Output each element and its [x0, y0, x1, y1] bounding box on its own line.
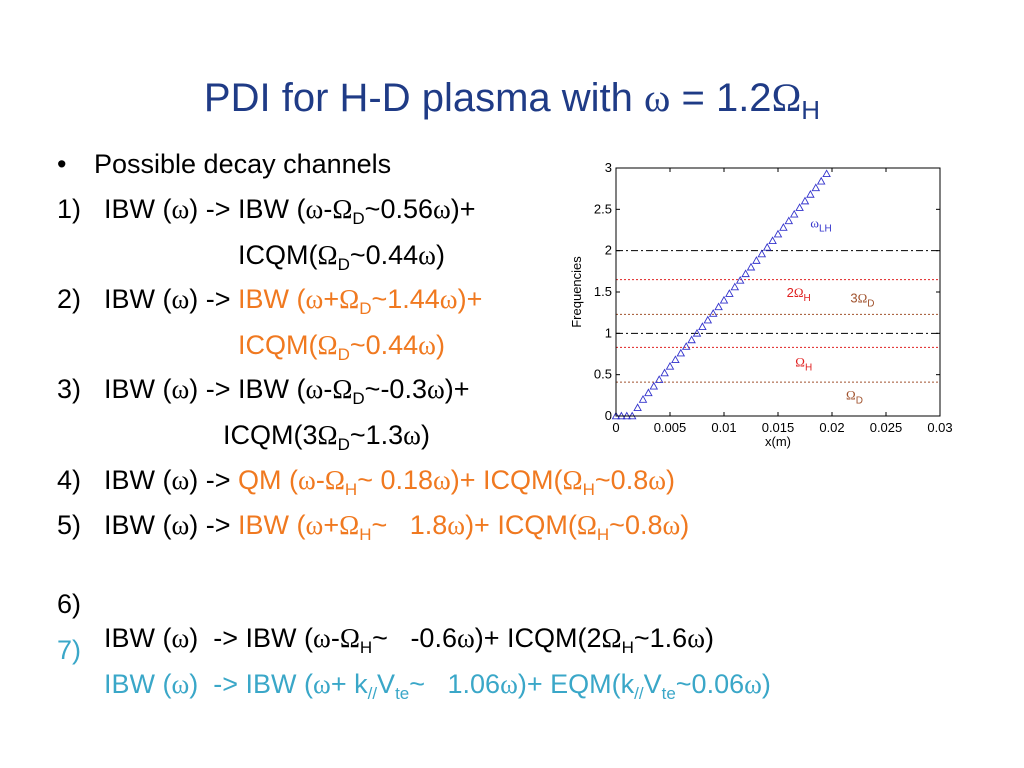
- chart-ticks: 0 0.005 0.01 0.015 0.02 0.025 0.03 0 0.5 1 1.5 2 2.5…: [594, 160, 953, 435]
- data-point: [644, 388, 653, 397]
- item-number: 6): [57, 589, 82, 619]
- y-axis-label: Frequencies: [569, 256, 584, 328]
- data-point: [811, 183, 821, 192]
- data-point: [671, 355, 680, 364]
- data-point: [708, 309, 718, 317]
- data-point: [660, 368, 669, 377]
- item-number: 4): [57, 465, 82, 495]
- channel-3-cont: ICQM(3ΩD~1.3ω): [223, 420, 430, 454]
- x-tick-label: 0.015: [762, 420, 795, 435]
- frequency-chart: 0 0.005 0.01 0.015 0.02 0.025 0.03 0 0.5 1 1.5 2 2.5…: [569, 160, 953, 449]
- x-tick-label: 0.005: [654, 420, 687, 435]
- item-number: 2): [57, 284, 82, 314]
- data-point: [822, 169, 831, 178]
- title-text: PDI for H-D plasma with: [203, 76, 645, 120]
- curve-label: 3ΩD: [850, 291, 874, 310]
- data-point: [816, 176, 826, 185]
- data-point: [654, 375, 664, 383]
- item-text: IBW (ω) -> IBW (ω+ k//Vte~ 1.06ω)+ EQM(k…: [104, 669, 771, 703]
- data-point: [741, 269, 750, 278]
- data-point: [665, 361, 675, 370]
- item-number: 1): [57, 194, 82, 224]
- data-point: [698, 322, 707, 330]
- slide-title: PDI for H-D plasma with ω = 1.2ΩH: [0, 70, 1024, 138]
- data-point: [779, 223, 788, 231]
- curve-label: ΩD: [846, 387, 863, 406]
- chart-annotations: ωLH 2ΩH 3ΩD ΩH ΩD: [787, 216, 875, 407]
- data-point: [735, 276, 745, 284]
- x-tick-label: 0.01: [711, 420, 736, 435]
- data-point: [795, 203, 804, 211]
- item-text: IBW (ω) -> QM (ω-ΩH~ 0.18ω)+ ICQM(ΩH~0.8…: [104, 465, 675, 499]
- Omega-symbol: Ω: [771, 75, 802, 120]
- data-point: [789, 209, 799, 218]
- data-point: [687, 335, 696, 344]
- item-number: 3): [57, 374, 82, 404]
- curve-label: ωLH: [810, 216, 831, 235]
- data-point: [638, 395, 648, 403]
- bullet-text: Possible decay channels: [94, 149, 392, 179]
- data-point: [773, 229, 783, 238]
- curve-label: 2ΩH: [787, 285, 811, 304]
- data-point: [762, 242, 772, 251]
- data-point: [752, 256, 761, 264]
- x-tick-label: 0: [612, 420, 619, 435]
- x-tick-label: 0.02: [819, 420, 844, 435]
- x-tick-label: 0.025: [870, 420, 903, 435]
- data-point: [714, 302, 723, 311]
- y-tick-label: 2: [605, 243, 612, 258]
- channel-7: 7) IBW (ω) -> IBW (ω+ k//Vte~ 1.06ω)+ EQ…: [0, 599, 771, 702]
- data-point: [725, 289, 734, 297]
- data-point: [676, 348, 686, 357]
- item-number: 5): [57, 510, 82, 540]
- data-point: [633, 403, 642, 411]
- omega-symbol: ω: [644, 75, 671, 120]
- y-tick-label: 1.5: [594, 284, 612, 299]
- data-point: [730, 282, 740, 291]
- data-point: [757, 249, 767, 258]
- title-subscript: H: [801, 95, 821, 125]
- item-text: IBW (ω) -> IBW (ω-ΩD~0.56ω)+: [104, 194, 476, 228]
- data-point: [800, 196, 810, 205]
- channel-6: 6) IBW (ω) -> IBW (ω-ΩH~ -0.6ω)+ ICQM(2Ω…: [0, 553, 714, 656]
- data-point: [681, 342, 691, 350]
- chart-grid-lines: [616, 250, 940, 383]
- data-point: [746, 262, 756, 271]
- channel-1-cont: ICQM(ΩD~0.44ω): [238, 240, 445, 274]
- x-axis-label: x(m): [765, 434, 791, 449]
- channel-2-cont: ICQM(ΩD~0.44ω): [238, 330, 445, 364]
- item-text: IBW (ω) -> IBW (ω-ΩD~-0.3ω)+: [104, 374, 470, 408]
- item-text: IBW (ω) -> IBW (ω+ΩH~ 1.8ω)+ ICQM(ΩH~0.8…: [104, 510, 690, 544]
- data-point: [806, 190, 815, 198]
- data-point: [703, 315, 713, 324]
- y-tick-label: 3: [605, 160, 612, 175]
- bullet-mark: •: [57, 149, 67, 179]
- item-text: IBW (ω) -> IBW (ω+ΩD~1.44ω)+: [104, 284, 483, 318]
- data-point: [768, 236, 777, 244]
- curve-label: ΩH: [795, 354, 812, 373]
- y-tick-label: 0: [605, 408, 612, 423]
- x-tick-label: 0.03: [927, 420, 952, 435]
- item-text: IBW (ω) -> IBW (ω-ΩH~ -0.6ω)+ ICQM(2ΩH~1…: [104, 623, 714, 657]
- data-point: [719, 295, 729, 304]
- y-tick-label: 2.5: [594, 201, 612, 216]
- data-point: [649, 381, 659, 390]
- title-value: = 1.2: [670, 76, 772, 120]
- y-tick-label: 0.5: [594, 367, 612, 382]
- data-point: [692, 328, 702, 337]
- y-tick-label: 1: [605, 325, 612, 340]
- item-number: 7): [57, 635, 82, 665]
- data-point: [784, 216, 794, 225]
- plot-frame: [615, 167, 941, 417]
